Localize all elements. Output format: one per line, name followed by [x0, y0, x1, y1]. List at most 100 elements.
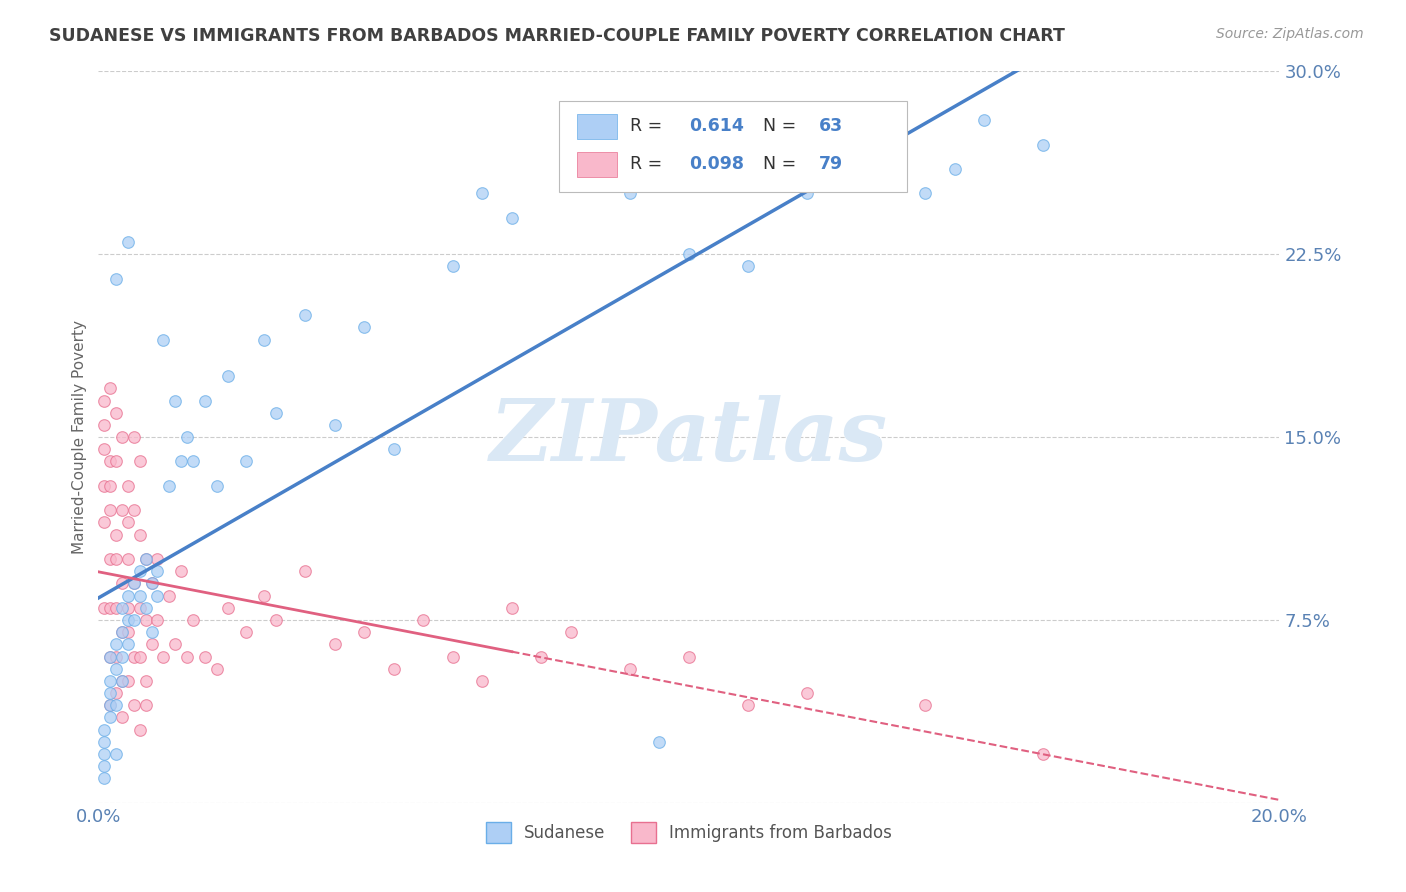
Point: [117, 516, 139, 530]
Point: [128, 454, 150, 468]
Point: [796, 686, 818, 700]
Point: [93, 772, 115, 786]
Point: [98, 600, 121, 615]
Point: [157, 479, 180, 493]
Point: [194, 649, 217, 664]
Point: [122, 698, 145, 713]
Point: [170, 564, 193, 578]
Point: [128, 564, 150, 578]
Point: [323, 637, 346, 651]
Point: [105, 686, 128, 700]
Point: [294, 308, 316, 322]
Point: [181, 613, 204, 627]
Point: [253, 333, 276, 347]
Point: [619, 186, 641, 201]
Point: [441, 260, 464, 274]
Point: [105, 271, 128, 285]
Point: [93, 600, 115, 615]
Point: [111, 576, 134, 591]
Point: [323, 417, 346, 432]
Point: [105, 552, 128, 566]
Point: [353, 320, 375, 334]
Text: 79: 79: [818, 155, 844, 173]
Point: [1032, 747, 1054, 761]
Point: [619, 662, 641, 676]
Point: [98, 649, 121, 664]
Text: N =: N =: [763, 155, 801, 173]
Point: [98, 503, 121, 517]
Point: [353, 625, 375, 640]
Point: [117, 600, 139, 615]
Point: [117, 552, 139, 566]
Point: [501, 600, 523, 615]
Point: [141, 637, 163, 651]
Point: [217, 369, 239, 384]
Point: [98, 698, 121, 713]
Point: [122, 576, 145, 591]
Point: [98, 552, 121, 566]
Point: [141, 576, 163, 591]
Point: [135, 552, 157, 566]
Point: [111, 625, 134, 640]
Point: [117, 613, 139, 627]
Point: [135, 613, 157, 627]
Point: [141, 576, 163, 591]
Point: [135, 673, 157, 688]
Point: [98, 698, 121, 713]
Point: [530, 649, 553, 664]
Point: [560, 625, 582, 640]
Point: [117, 673, 139, 688]
Point: [93, 759, 115, 773]
FancyBboxPatch shape: [576, 114, 617, 138]
Point: [146, 589, 169, 603]
Y-axis label: Married-Couple Family Poverty: Married-Couple Family Poverty: [72, 320, 87, 554]
Point: [170, 454, 193, 468]
Point: [1032, 137, 1054, 152]
Point: [111, 673, 134, 688]
Point: [98, 686, 121, 700]
Point: [111, 625, 134, 640]
Point: [93, 735, 115, 749]
Point: [152, 333, 174, 347]
Point: [111, 649, 134, 664]
Point: [914, 698, 936, 713]
FancyBboxPatch shape: [576, 152, 617, 177]
Point: [122, 649, 145, 664]
Point: [560, 150, 582, 164]
Text: SUDANESE VS IMMIGRANTS FROM BARBADOS MARRIED-COUPLE FAMILY POVERTY CORRELATION C: SUDANESE VS IMMIGRANTS FROM BARBADOS MAR…: [49, 27, 1066, 45]
Point: [855, 137, 877, 152]
Point: [471, 673, 494, 688]
Point: [98, 710, 121, 724]
Point: [93, 442, 115, 457]
Point: [441, 649, 464, 664]
Text: 0.614: 0.614: [689, 117, 744, 136]
FancyBboxPatch shape: [560, 101, 907, 192]
Point: [122, 503, 145, 517]
Text: ZIPatlas: ZIPatlas: [489, 395, 889, 479]
Point: [678, 649, 700, 664]
Point: [128, 589, 150, 603]
Point: [382, 662, 405, 676]
Point: [235, 625, 257, 640]
Point: [146, 552, 169, 566]
Point: [194, 393, 217, 408]
Point: [98, 479, 121, 493]
Point: [205, 662, 228, 676]
Point: [128, 600, 150, 615]
Point: [111, 503, 134, 517]
Text: R =: R =: [630, 155, 668, 173]
Point: [117, 589, 139, 603]
Point: [111, 710, 134, 724]
Point: [176, 649, 198, 664]
Point: [105, 662, 128, 676]
Point: [412, 613, 434, 627]
Point: [98, 454, 121, 468]
Point: [152, 649, 174, 664]
Point: [796, 186, 818, 201]
Point: [648, 735, 671, 749]
Point: [105, 698, 128, 713]
Point: [105, 406, 128, 420]
Point: [176, 430, 198, 444]
Point: [253, 589, 276, 603]
Point: [111, 600, 134, 615]
